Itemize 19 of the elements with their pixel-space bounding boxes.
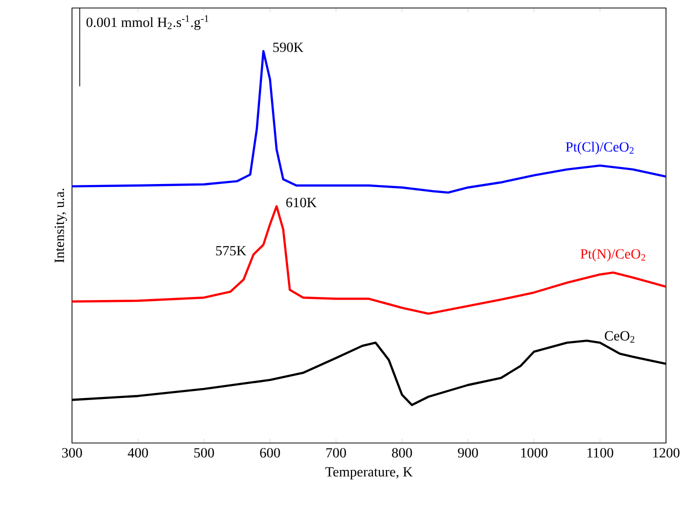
y-axis-title: Intensity, u.a. <box>54 188 67 263</box>
text: 0.001 mmol H$_{2}$.s$^{-1}$.g$^{-1}$ <box>86 15 208 30</box>
x-tick-label: 1200 <box>653 448 680 458</box>
x-tick-label: 400 <box>128 448 148 458</box>
annotation: 590K <box>273 42 304 52</box>
x-tick-label: 600 <box>260 448 280 458</box>
annotation: 575K <box>216 246 246 256</box>
x-tick-label: 800 <box>392 448 412 458</box>
annotation: 610K <box>286 198 317 208</box>
x-tick-label: 900 <box>458 448 478 458</box>
x-tick-label: 500 <box>194 448 214 458</box>
series-label: Pt(Cl)/CeO$_{2}$ <box>566 142 634 154</box>
series-label: Pt(N)/CeO$_{2}$ <box>580 248 646 262</box>
x-tick-label: 300 <box>62 448 82 458</box>
x-axis-title: Temperature, K <box>325 467 413 480</box>
x-tick-label: 1100 <box>587 448 614 458</box>
x-tick-label: 1000 <box>521 448 548 458</box>
series-label: CeO$_{2}$ <box>604 331 634 343</box>
x-tick-label: 700 <box>326 448 346 458</box>
